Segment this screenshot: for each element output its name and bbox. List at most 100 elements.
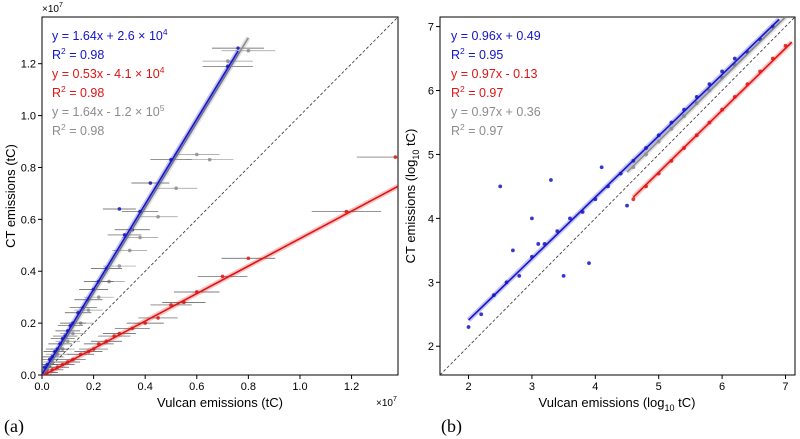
x-tick-label: 1.0 (292, 381, 307, 393)
panel-b-tag: (b) (441, 416, 462, 437)
x-tick-label: 4 (592, 381, 598, 393)
data-point (732, 56, 737, 61)
data-point (536, 242, 541, 246)
fit-annotation: y = 0.53x - 4.1 × 104 (52, 65, 165, 81)
data-point (220, 274, 225, 279)
data-point (246, 48, 251, 53)
data-point (71, 331, 75, 336)
x-tick-label: 0.2 (86, 381, 101, 393)
panel-a-annotations: y = 1.64x + 2.6 × 104 R2 = 0.98 y = 0.53x … (52, 27, 168, 138)
panel-b-x-label: Vulcan emissions (log10 tC) (539, 395, 696, 413)
data-point (225, 59, 230, 63)
y-tick-label: 4 (428, 213, 434, 225)
fit-annotation: R2 = 0.97 (451, 122, 503, 138)
panel-a-tag: (a) (4, 416, 24, 437)
fit-annotation: R2 = 0.97 (451, 84, 503, 100)
y-tick-label: 0.4 (21, 266, 36, 278)
panel-b-y-label: CT emissions (log10 tC) (403, 129, 421, 264)
data-point (207, 157, 212, 162)
fit-line (626, 17, 787, 173)
data-point (511, 248, 515, 253)
data-point (194, 152, 199, 157)
fit-line (467, 18, 780, 321)
fit-annotation: y = 0.97x - 0.13 (451, 67, 538, 81)
data-point (169, 303, 173, 307)
x-tick-label: 6 (719, 381, 725, 393)
data-point (127, 248, 132, 253)
data-point (561, 274, 566, 278)
data-point (393, 155, 398, 159)
data-point (96, 295, 101, 299)
data-point (549, 178, 553, 182)
data-point (246, 256, 251, 261)
panel-b-frame (439, 16, 796, 376)
data-point (530, 216, 534, 221)
one-to-one-line (42, 17, 398, 375)
y-tick-label: 2 (428, 341, 434, 353)
fit-line (632, 41, 793, 198)
panel-a-ticks: 0.0 0.2 0.4 0.6 0.8 1.0 1.2 0.0 0.2 0.4 0.6 0.8 1.0 1… (21, 59, 360, 393)
data-point (236, 46, 240, 50)
fit-annotation: y = 1.64x - 1.2 × 105 (52, 103, 165, 119)
plot-area (440, 17, 795, 375)
fit-annotation: y = 0.97x + 0.36 (451, 105, 541, 119)
y-tick-label: 3 (428, 277, 434, 289)
x-tick-label: 5 (656, 381, 662, 393)
fit-line (42, 185, 398, 375)
y-tick-label: 0.8 (21, 162, 36, 174)
data-point (631, 197, 636, 202)
fit-annotation: R2 = 0.98 (52, 122, 104, 138)
data-point (86, 308, 91, 312)
data-point (174, 186, 178, 191)
data-point (117, 207, 122, 211)
y-tick-label: 0.2 (21, 318, 36, 330)
fit-line (42, 50, 239, 375)
one-to-one-line (440, 17, 795, 375)
panel-a-marks (42, 17, 398, 375)
panel-a-y-label: CT emissions (tC) (3, 144, 18, 248)
y-tick-label: 1.2 (21, 59, 36, 71)
data-point (720, 69, 724, 74)
data-point (599, 165, 604, 170)
data-point (479, 312, 484, 317)
y-tick-label: 0.0 (21, 370, 36, 382)
fit-annotation: R2 = 0.95 (451, 46, 503, 62)
y-tick-label: 0.6 (21, 214, 36, 226)
data-point (117, 264, 122, 268)
panel-a-y-multiplier: ×107 (42, 2, 63, 15)
data-point (156, 214, 160, 219)
x-tick-label: 3 (529, 381, 535, 393)
panel-a-x-label: Vulcan emissions (tC) (157, 395, 283, 410)
data-point (587, 261, 591, 266)
data-point (148, 181, 153, 185)
panel-a: 0.0 0.2 0.4 0.6 0.8 1.0 1.2 0.0 0.2 0.4 0.6 0.8 1.0 1… (3, 2, 399, 437)
data-point (517, 274, 522, 278)
panel-a-x-multiplier: ×107 (376, 396, 397, 409)
fit-annotation: y = 1.64x + 2.6 × 104 (52, 27, 168, 43)
y-tick-label: 6 (428, 86, 434, 98)
x-tick-label: 0.6 (189, 381, 204, 393)
y-tick-label: 5 (428, 149, 434, 161)
fit-annotation: y = 0.96x + 0.49 (451, 29, 541, 43)
plot-area (42, 17, 398, 375)
x-tick-label: 0.0 (34, 381, 49, 393)
data-point (625, 203, 629, 208)
panel-b-marks (440, 17, 795, 375)
panel-a-frame (41, 16, 399, 376)
x-tick-label: 2 (465, 381, 471, 393)
y-tick-label: 7 (428, 22, 434, 34)
data-point (466, 325, 471, 329)
x-tick-label: 1.2 (344, 381, 359, 393)
x-tick-label: 0.4 (138, 381, 153, 393)
x-tick-label: 0.8 (241, 381, 256, 393)
data-point (65, 339, 70, 344)
fit-annotation: R2 = 0.98 (52, 46, 104, 62)
fit-annotation: R2 = 0.98 (52, 84, 104, 100)
panel-b-annotations: y = 0.96x + 0.49 R2 = 0.95 y = 0.97x - 0.1… (451, 29, 541, 138)
data-point (156, 316, 160, 320)
data-point (498, 184, 503, 189)
y-tick-label: 1.0 (21, 111, 36, 123)
panel-b-ticks: 2 3 4 5 6 7 2 3 4 5 6 7 (428, 22, 789, 393)
